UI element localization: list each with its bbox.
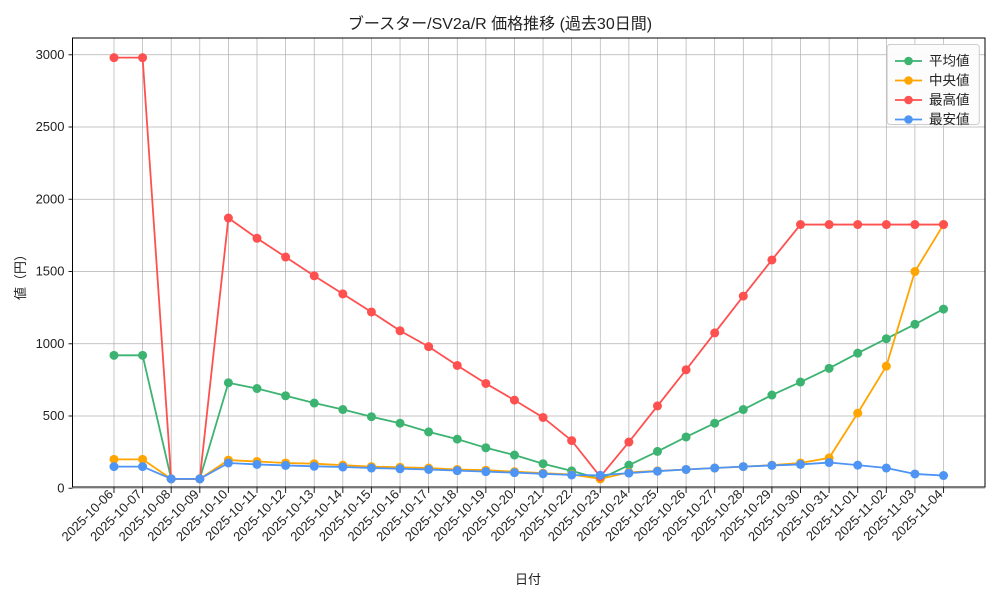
svg-text:最安値: 最安値 xyxy=(929,112,970,127)
svg-text:1000: 1000 xyxy=(36,336,65,351)
svg-text:2500: 2500 xyxy=(36,119,65,134)
svg-text:平均値: 平均値 xyxy=(929,54,970,69)
svg-text:1500: 1500 xyxy=(36,264,65,279)
svg-text:0: 0 xyxy=(57,480,64,495)
svg-text:3000: 3000 xyxy=(36,47,65,62)
svg-text:最高値: 最高値 xyxy=(929,92,970,108)
svg-text:500: 500 xyxy=(43,408,65,423)
svg-text:2000: 2000 xyxy=(36,191,65,206)
svg-text:中央値: 中央値 xyxy=(929,73,970,88)
